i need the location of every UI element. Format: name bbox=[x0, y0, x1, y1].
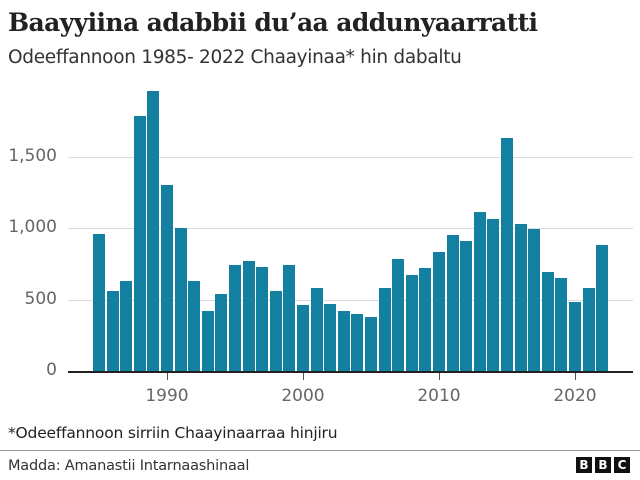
bar-1991 bbox=[174, 228, 187, 371]
source-note: Madda: Amanastii Intarnaashinaal bbox=[8, 458, 250, 474]
bar-1990 bbox=[161, 185, 173, 371]
bar-chart: 0 500 1,000 1,500 1990 2000 2010 2020 bbox=[8, 90, 633, 406]
bar-2005 bbox=[365, 316, 377, 371]
bar-2019 bbox=[555, 278, 568, 371]
bar-1989 bbox=[147, 90, 160, 371]
bar-2020 bbox=[569, 302, 581, 371]
x-axis-line bbox=[68, 371, 633, 373]
bar-1998 bbox=[269, 290, 282, 371]
bar-1995 bbox=[229, 265, 241, 371]
x-axis-label: 1990 bbox=[145, 386, 189, 406]
bar-2021 bbox=[582, 288, 595, 371]
bbc-logo-letter: B bbox=[595, 457, 611, 473]
bar-2007 bbox=[392, 259, 405, 371]
y-axis-label: 500 bbox=[24, 289, 57, 309]
bar-1992 bbox=[188, 280, 201, 371]
gridline bbox=[68, 157, 633, 158]
bar-2011 bbox=[446, 235, 459, 371]
bar-2016 bbox=[514, 223, 527, 371]
bar-1994 bbox=[215, 293, 228, 371]
bar-2010 bbox=[433, 252, 445, 371]
bar-2015 bbox=[501, 137, 513, 371]
bar-1997 bbox=[256, 266, 269, 371]
bar-2000 bbox=[297, 305, 309, 371]
x-axis-tick bbox=[303, 373, 304, 380]
chart-title: Baayyiina adabbii du’aa addunyaarratti bbox=[8, 8, 538, 37]
bar-1986 bbox=[106, 290, 119, 371]
gridline bbox=[68, 300, 633, 301]
bar-2012 bbox=[460, 240, 473, 371]
x-axis-label: 2010 bbox=[417, 386, 461, 406]
bar-1985 bbox=[93, 233, 105, 371]
bar-1987 bbox=[120, 280, 133, 371]
footnote: *Odeeffannoon sirriin Chaayinaarraa hinj… bbox=[8, 424, 338, 442]
gridline bbox=[68, 228, 633, 229]
bar-1996 bbox=[242, 260, 255, 371]
bar-2008 bbox=[405, 275, 418, 371]
bar-2003 bbox=[337, 310, 350, 371]
bar-2017 bbox=[528, 229, 541, 371]
bar-2022 bbox=[596, 245, 609, 371]
bar-2004 bbox=[351, 313, 364, 371]
x-axis-tick bbox=[575, 373, 576, 380]
y-axis-label: 1,000 bbox=[8, 217, 57, 237]
bbc-logo-letter: B bbox=[576, 457, 592, 473]
bar-2002 bbox=[324, 303, 337, 371]
bbc-logo: B B C bbox=[576, 457, 630, 473]
bar-2009 bbox=[419, 268, 432, 371]
footer-divider bbox=[0, 450, 640, 451]
x-axis-tick bbox=[167, 373, 168, 380]
bar-1988 bbox=[133, 116, 146, 371]
bar-2018 bbox=[541, 272, 554, 371]
bar-1993 bbox=[201, 310, 214, 371]
y-axis-label: 0 bbox=[46, 360, 57, 380]
x-axis-label: 2000 bbox=[281, 386, 325, 406]
y-axis-label: 1,500 bbox=[8, 146, 57, 166]
bar-2001 bbox=[310, 288, 323, 371]
x-axis-label: 2020 bbox=[553, 386, 597, 406]
chart-subtitle: Odeeffannoon 1985- 2022 Chaayinaa* hin d… bbox=[8, 47, 462, 68]
bar-2013 bbox=[473, 212, 486, 371]
bar-2006 bbox=[378, 288, 391, 371]
bar-2014 bbox=[487, 219, 500, 371]
bar-1999 bbox=[283, 265, 296, 371]
x-axis-tick bbox=[439, 373, 440, 380]
bbc-logo-letter: C bbox=[614, 457, 630, 473]
